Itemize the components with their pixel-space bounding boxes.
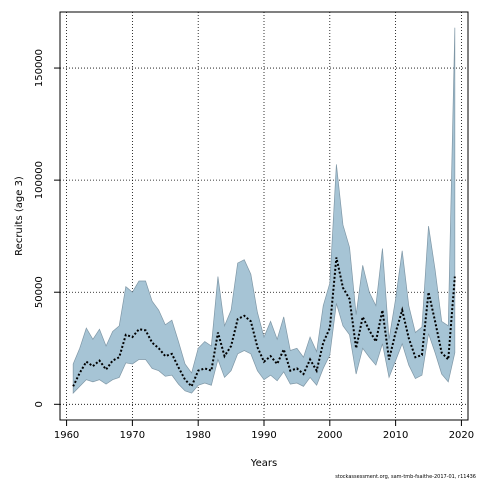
x-tick-label: 1960 [54,430,79,441]
y-axis: 0 50000 100000 150000 [34,49,60,407]
x-tick-label: 2010 [383,430,408,441]
x-axis-label: Years [250,458,277,469]
x-tick-label: 1980 [185,430,210,441]
x-axis: 1960 1970 1980 1990 2000 2010 2020 [54,420,474,441]
y-tick-label: 100000 [34,161,45,199]
source-caption: stockassessment.org, sam-tmb-fsaithe-201… [335,474,476,480]
estimate-line [72,257,456,389]
x-tick-label: 1970 [120,430,145,441]
y-tick-label: 150000 [34,49,45,87]
confidence-band [72,27,456,394]
y-axis-label: Recruits (age 3) [14,176,25,256]
y-tick-label: 50000 [34,276,45,308]
x-tick-label: 2020 [449,430,474,441]
y-tick-label: 0 [34,401,45,407]
x-tick-label: 1990 [251,430,276,441]
x-tick-label: 2000 [317,430,342,441]
